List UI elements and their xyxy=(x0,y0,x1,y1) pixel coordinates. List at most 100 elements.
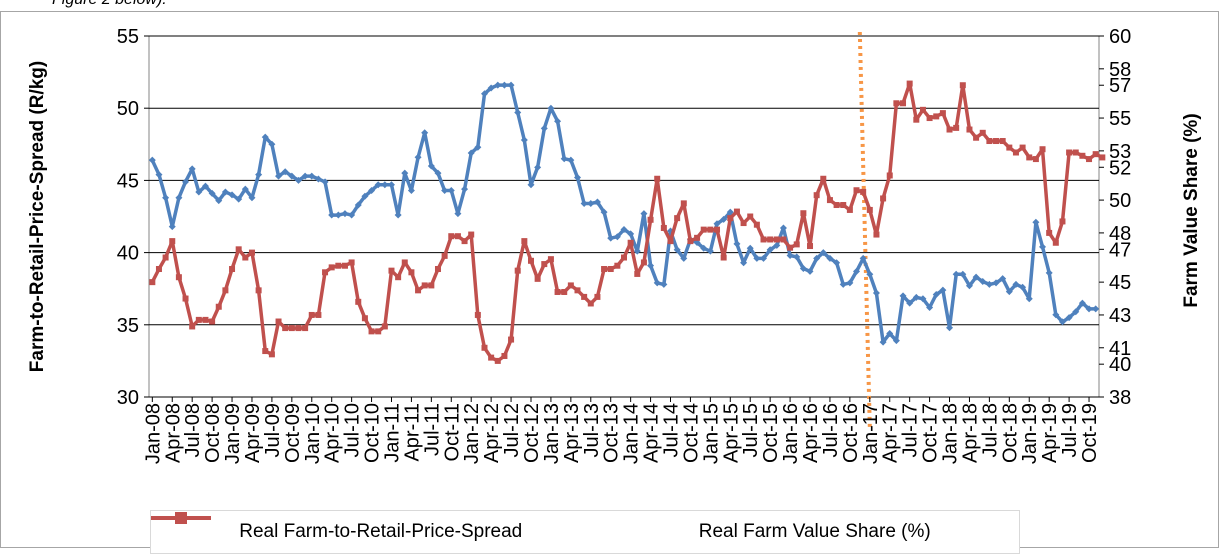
data-point xyxy=(168,223,176,231)
x-tick-label: Oct-16 xyxy=(840,403,862,463)
data-point xyxy=(155,266,162,273)
data-point xyxy=(288,325,295,332)
data-point xyxy=(321,178,329,186)
data-point xyxy=(494,357,501,364)
x-tick-label: Jan-09 xyxy=(222,403,244,464)
data-point xyxy=(720,215,728,223)
data-point xyxy=(866,206,873,213)
data-point xyxy=(912,293,920,301)
data-point xyxy=(633,247,641,255)
right-tick-label: 55 xyxy=(1109,108,1131,130)
data-point xyxy=(354,201,362,209)
data-point xyxy=(281,168,289,176)
data-point xyxy=(308,172,316,180)
right-tick-label: 57 xyxy=(1109,75,1131,97)
data-point xyxy=(859,254,867,262)
right-tick-label: 40 xyxy=(1109,354,1131,376)
data-point xyxy=(434,169,442,177)
x-tick-label: Jan-11 xyxy=(381,403,403,463)
data-point xyxy=(155,171,163,179)
data-point xyxy=(169,238,176,245)
data-point xyxy=(1078,299,1086,307)
data-point xyxy=(680,254,688,262)
data-point xyxy=(547,256,554,263)
data-point xyxy=(447,187,455,195)
right-tick-label: 48 xyxy=(1109,223,1131,245)
data-point xyxy=(487,84,495,92)
data-point xyxy=(833,202,840,209)
x-tick-label: Oct-18 xyxy=(999,403,1021,463)
data-point xyxy=(408,269,415,276)
data-point xyxy=(786,251,794,259)
data-point xyxy=(706,247,714,255)
data-point xyxy=(753,221,760,228)
data-point xyxy=(999,138,1006,145)
data-point xyxy=(441,187,449,195)
data-point xyxy=(314,175,322,183)
data-point xyxy=(395,274,402,281)
x-tick-label: Jul-16 xyxy=(820,403,842,457)
data-point xyxy=(262,348,269,355)
data-point xyxy=(1039,146,1046,153)
data-point xyxy=(348,211,356,219)
x-tick-label: Apr-08 xyxy=(162,403,184,463)
data-point xyxy=(1072,308,1080,316)
data-point xyxy=(767,236,774,243)
data-point xyxy=(554,288,561,295)
series-farm-value-share xyxy=(149,80,1106,364)
data-point xyxy=(601,266,608,273)
data-point xyxy=(149,279,156,286)
series-price-spread xyxy=(148,81,1100,346)
x-tick-label: Apr-19 xyxy=(1039,403,1061,463)
data-point xyxy=(740,220,747,227)
x-tick-label: Oct-12 xyxy=(521,403,543,463)
right-tick-label: 52 xyxy=(1109,157,1131,179)
data-point xyxy=(893,100,900,107)
data-point xyxy=(1099,154,1106,161)
data-point xyxy=(807,243,814,250)
data-point xyxy=(461,185,469,193)
x-tick-label: Jan-14 xyxy=(621,403,643,464)
x-tick-label: Jan-10 xyxy=(302,403,324,464)
data-point xyxy=(388,267,395,274)
data-point xyxy=(514,109,522,117)
x-tick-label: Oct-19 xyxy=(1079,403,1101,463)
data-point xyxy=(162,254,169,261)
data-point xyxy=(820,175,827,182)
data-point xyxy=(1032,156,1039,163)
x-tick-label: Jul-09 xyxy=(262,403,284,457)
x-tick-label: Jul-10 xyxy=(342,403,364,457)
data-point xyxy=(727,215,734,222)
x-tick-label: Oct-17 xyxy=(920,403,942,463)
data-point xyxy=(474,311,481,318)
x-tick-label: Jan-08 xyxy=(142,403,164,464)
data-point xyxy=(840,202,847,209)
x-tick-label: Oct-15 xyxy=(760,403,782,463)
data-point xyxy=(215,197,223,205)
data-point xyxy=(787,244,794,251)
x-tick-label: Apr-10 xyxy=(322,403,344,463)
data-point xyxy=(520,136,528,144)
data-point xyxy=(162,194,170,202)
x-tick-label: Jul-14 xyxy=(661,403,683,457)
data-point xyxy=(488,354,495,361)
data-point xyxy=(779,224,787,232)
left-tick-label: 55 xyxy=(117,26,139,48)
data-point xyxy=(241,185,249,193)
data-point xyxy=(900,100,907,107)
x-tick-label: Jan-13 xyxy=(541,403,563,464)
data-point xyxy=(640,210,648,218)
data-point xyxy=(268,351,275,358)
data-point xyxy=(547,104,555,112)
data-point xyxy=(919,295,927,303)
x-tick-label: Jan-19 xyxy=(1019,403,1041,464)
data-point xyxy=(467,149,475,157)
data-point xyxy=(714,226,721,233)
data-point xyxy=(872,289,880,297)
data-point xyxy=(202,316,209,323)
data-point xyxy=(959,82,966,89)
data-point xyxy=(839,280,847,288)
data-point xyxy=(229,266,236,273)
